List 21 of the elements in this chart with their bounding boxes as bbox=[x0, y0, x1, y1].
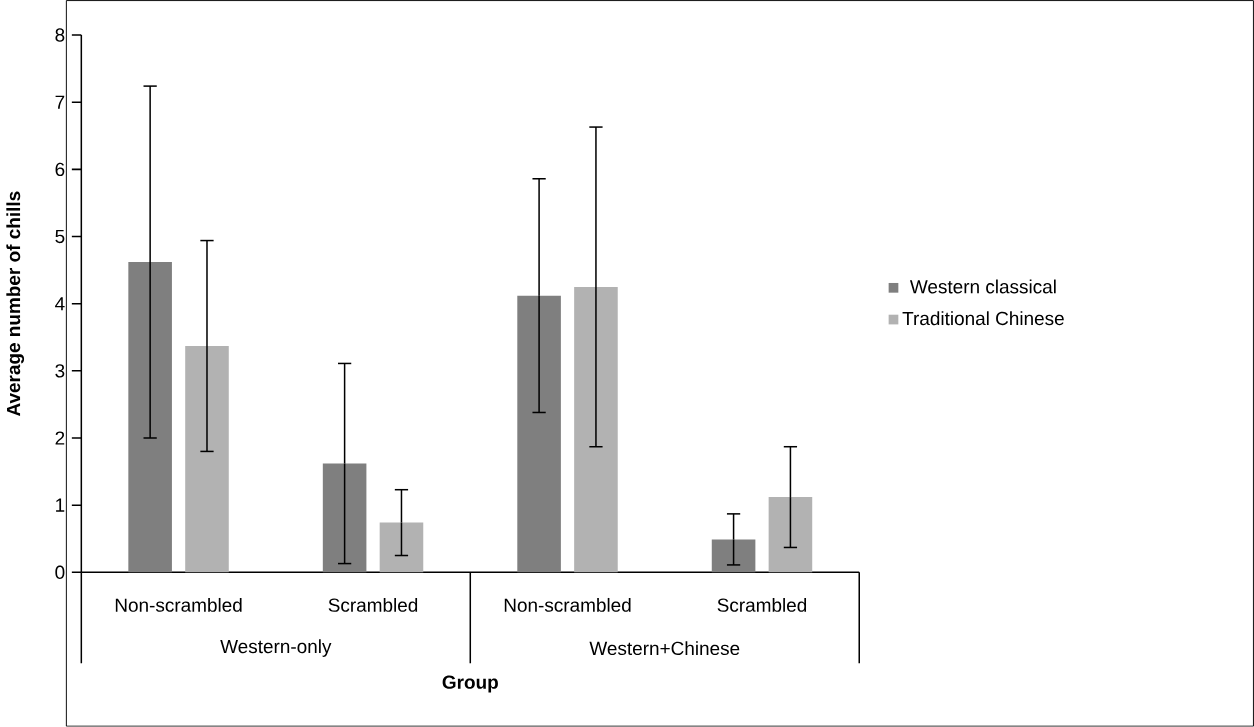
x-axis-title: Group bbox=[442, 675, 498, 693]
y-axis-title: Average number of chills bbox=[6, 191, 25, 417]
y-tick-label: 7 bbox=[55, 95, 65, 109]
y-tick-label: 8 bbox=[55, 28, 65, 42]
y-tick-label: 6 bbox=[55, 162, 65, 177]
x-tick-label: Scrambled bbox=[717, 598, 807, 612]
x-tick-label: Non-scrambled bbox=[504, 598, 631, 612]
legend-label: Western classical bbox=[909, 279, 1056, 294]
y-tick-label: 5 bbox=[55, 230, 65, 244]
text: Western+Chinese bbox=[589, 641, 740, 656]
y-tick-label: 0 bbox=[55, 565, 65, 580]
x-tick-label: Scrambled bbox=[328, 598, 418, 612]
text: Western-only bbox=[220, 639, 332, 658]
legend-label: Traditional Chinese bbox=[902, 311, 1064, 326]
bar bbox=[517, 295, 561, 573]
y-tick-label: 2 bbox=[55, 431, 65, 445]
bar bbox=[185, 346, 229, 573]
y-tick-label: 4 bbox=[55, 297, 65, 311]
y-tick-label: 3 bbox=[55, 364, 65, 378]
x-tick-label: Non-scrambled bbox=[115, 598, 242, 612]
y-tick-label: 1 bbox=[56, 498, 65, 512]
